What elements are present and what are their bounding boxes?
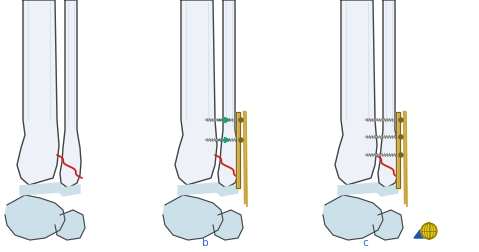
Polygon shape	[163, 195, 223, 240]
Polygon shape	[396, 112, 397, 188]
Circle shape	[239, 138, 243, 142]
Text: c: c	[362, 238, 368, 248]
Polygon shape	[55, 210, 85, 240]
Circle shape	[421, 223, 437, 239]
Polygon shape	[20, 183, 80, 196]
Polygon shape	[17, 0, 59, 185]
Polygon shape	[323, 195, 383, 240]
Polygon shape	[178, 183, 238, 196]
Polygon shape	[414, 230, 426, 238]
Circle shape	[399, 118, 403, 122]
Polygon shape	[373, 210, 403, 240]
Polygon shape	[378, 0, 399, 188]
Circle shape	[239, 118, 243, 122]
Polygon shape	[396, 112, 400, 188]
Polygon shape	[335, 0, 377, 185]
Circle shape	[399, 153, 403, 157]
Polygon shape	[60, 0, 81, 188]
Circle shape	[399, 135, 403, 139]
Polygon shape	[236, 112, 237, 188]
Polygon shape	[5, 195, 65, 240]
Text: b: b	[202, 238, 208, 248]
Polygon shape	[213, 210, 243, 240]
Polygon shape	[338, 183, 398, 196]
Polygon shape	[236, 112, 240, 188]
Polygon shape	[175, 0, 217, 185]
Polygon shape	[218, 0, 239, 188]
